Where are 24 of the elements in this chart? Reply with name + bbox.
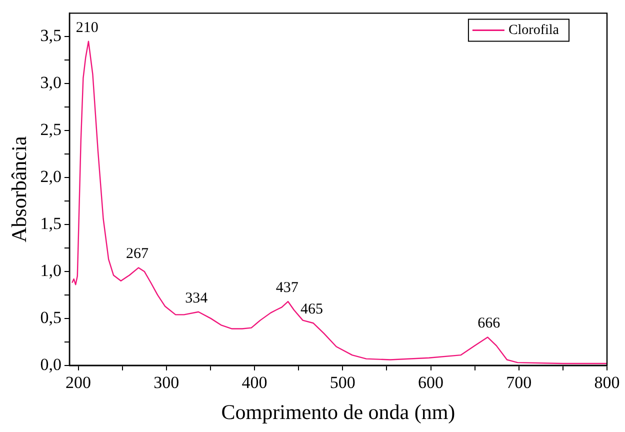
x-tick-label: 400 [242,373,268,392]
y-tick-label: 0,0 [40,354,62,374]
x-tick-label: 700 [506,373,532,392]
legend-label: Clorofila [508,22,560,38]
x-tick-label: 200 [66,373,92,392]
x-tick-label: 600 [418,373,444,392]
y-tick-label: 3,5 [40,26,62,46]
annotation: 666 [478,316,501,332]
y-tick-label: 1,5 [40,214,62,233]
x-tick-label: 800 [594,373,620,392]
y-axis-title: Absorbância [7,136,32,242]
y-tick-label: 3,0 [40,73,62,92]
annotation: 465 [300,302,324,318]
annotation: 267 [126,246,150,262]
y-tick-label: 0,5 [40,308,62,327]
y-tick-label: 2,0 [40,167,62,186]
x-tick-label: 500 [330,373,356,392]
y-tick-label: 1,0 [40,260,62,280]
annotation: 437 [276,280,299,296]
x-tick-label: 300 [154,373,180,392]
annotation: 210 [76,20,98,36]
y-tick-label: 2,5 [40,120,62,140]
x-axis-title: Comprimento de onda (nm) [221,400,456,424]
annotation: 334 [185,290,208,306]
